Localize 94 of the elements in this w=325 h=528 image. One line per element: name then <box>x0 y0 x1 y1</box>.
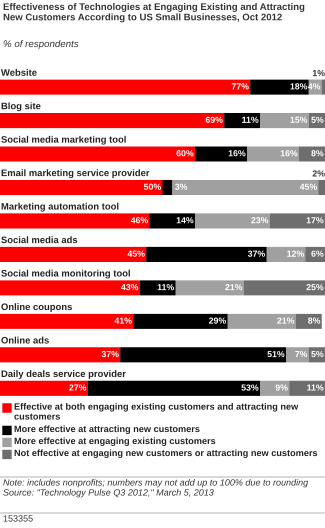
data-label: 12% <box>287 250 304 257</box>
data-label: 45% <box>128 250 145 257</box>
bar <box>140 280 176 296</box>
bar <box>0 113 224 128</box>
data-label: 17% <box>306 217 324 224</box>
data-label: 51% <box>267 350 284 358</box>
data-label: 21% <box>277 318 294 324</box>
bar <box>260 113 309 128</box>
chart-title: Effectiveness of Technologies at Engaging Existing and Attracting New Customers According to US Small Businesses, Oct 2012 <box>4 3 304 22</box>
bar <box>120 347 286 362</box>
bar <box>270 213 325 228</box>
y-tick-label: Social media monitoring tool <box>1 270 130 279</box>
bar <box>250 80 309 95</box>
data-label: 16% <box>228 150 246 156</box>
data-label: 5% <box>311 116 324 123</box>
data-label: 3% <box>175 184 188 190</box>
data-label: 15% <box>290 116 308 123</box>
data-label: 69% <box>206 116 223 123</box>
data-label: 46% <box>130 217 148 224</box>
y-tick-label: Marketing automation tool <box>2 202 118 212</box>
bar <box>224 113 260 128</box>
bar <box>0 380 88 396</box>
bar <box>133 314 228 329</box>
data-label: 37% <box>102 350 119 358</box>
data-label: 21% <box>225 284 242 290</box>
data-label: 18% <box>290 83 308 90</box>
bar <box>0 146 195 162</box>
y-tick-label: Blog site <box>2 102 41 112</box>
bar <box>228 314 296 329</box>
y-tick-label: Social media marketing tool <box>1 136 126 145</box>
bar <box>195 146 247 162</box>
data-label: 27% <box>69 384 86 391</box>
legend-label: More effective at engaging existing customers <box>14 437 216 446</box>
data-label: 11% <box>158 284 174 290</box>
y-tick-label: Website <box>0 68 37 76</box>
bar <box>146 246 266 262</box>
data-label: 6% <box>311 250 324 257</box>
data-label: 29% <box>208 318 226 324</box>
data-label: 8% <box>311 150 324 156</box>
bar <box>88 380 260 396</box>
bar <box>0 213 150 228</box>
y-tick-label: Online coupons <box>1 303 72 312</box>
bar <box>150 213 195 228</box>
source-note: Source: "Technology Pulse Q3 2012," March 5, 2013 <box>3 489 214 498</box>
data-label: 23% <box>251 217 268 224</box>
bar <box>162 180 172 196</box>
bar <box>172 180 318 196</box>
data-label: 25% <box>306 284 324 290</box>
data-label: 37% <box>248 250 265 257</box>
bar <box>322 80 325 95</box>
y-tick-label: Online ads <box>1 336 49 344</box>
data-label: 8% <box>308 318 320 324</box>
legend-label: Not effective at engaging new customers or attracting new customers <box>14 449 318 458</box>
data-label: 11% <box>307 384 324 391</box>
bar <box>0 80 250 95</box>
data-label: 2% <box>312 170 325 177</box>
legend-label: More effective at attracting new customers <box>14 425 200 434</box>
data-label: 7% <box>295 350 308 358</box>
bar <box>260 380 290 396</box>
data-label: 60% <box>176 150 194 156</box>
y-tick-label: Daily deals service provider <box>2 370 126 379</box>
y-tick-label: Social media ads <box>1 236 78 244</box>
data-label: 50% <box>144 184 161 190</box>
text: 153355 <box>4 515 33 522</box>
bar <box>296 314 322 329</box>
bar <box>247 146 299 162</box>
data-label: 5% <box>311 350 324 358</box>
data-label: 1% <box>312 70 325 76</box>
bar <box>318 180 325 196</box>
bar <box>244 280 325 296</box>
data-label: 9% <box>276 384 288 391</box>
bar <box>0 347 120 362</box>
bar <box>286 347 309 362</box>
bar <box>0 280 140 296</box>
data-label: 43% <box>121 284 138 290</box>
data-label: 41% <box>114 318 132 324</box>
bar <box>0 180 162 196</box>
bar <box>195 213 270 228</box>
data-label: 11% <box>242 116 258 123</box>
data-label: 77% <box>232 83 249 90</box>
data-label: 16% <box>280 150 298 156</box>
bar <box>299 146 325 162</box>
bar <box>266 246 306 262</box>
data-label: 45% <box>300 184 317 190</box>
data-label: 53% <box>241 384 258 391</box>
data-label: 14% <box>176 217 194 224</box>
bar <box>0 314 134 329</box>
bar <box>0 246 146 262</box>
legend-label: Effective at both engaging existing customers and attracting new customers <box>14 403 298 420</box>
chart-subtitle: % of respondents <box>4 40 78 50</box>
bar <box>289 380 325 396</box>
y-tick-label: Email marketing service provider <box>2 169 150 178</box>
text: Note: includes nonprofits; numbers may not add up to 100% due to rounding <box>3 479 308 488</box>
bar <box>176 280 244 296</box>
